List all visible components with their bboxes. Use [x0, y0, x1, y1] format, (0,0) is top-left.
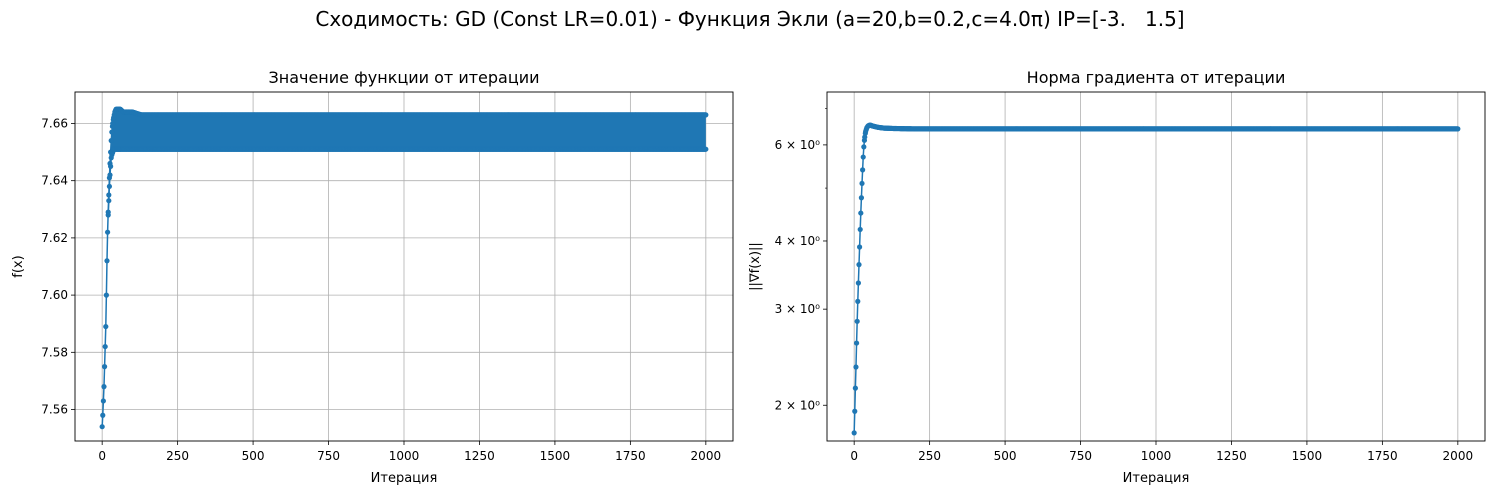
x-tick-label: 2000	[691, 449, 722, 463]
oscillation-band	[108, 109, 706, 216]
data-point	[105, 212, 111, 218]
data-point	[851, 430, 857, 436]
x-tick-label: 0	[850, 449, 858, 463]
data-point	[102, 343, 108, 350]
x-tick-label: 1500	[1292, 449, 1323, 463]
function-value-chart: Значение функции от итерации Итерация f(…	[11, 68, 734, 486]
y-tick-label: 7.64	[41, 174, 68, 188]
function-value-chart-title: Значение функции от итерации	[268, 68, 539, 87]
y-tick-label: 7.56	[41, 403, 68, 417]
y-tick-label: 7.66	[41, 116, 68, 130]
axes-frame	[74, 91, 734, 442]
data-point	[110, 120, 116, 127]
gradient-norm-chart-title: Норма градиента от итерации	[1027, 68, 1286, 87]
data-point	[108, 163, 114, 169]
data-point	[855, 298, 861, 304]
data-point	[100, 398, 106, 404]
data-point	[108, 138, 114, 144]
data-point	[106, 192, 112, 198]
function-value-y-axis-label: f(x)	[11, 255, 26, 277]
data-point	[856, 244, 863, 250]
x-tick-label: 1000	[389, 449, 420, 463]
x-tick-label: 750	[1069, 449, 1092, 463]
data-point	[703, 112, 709, 118]
y-tick-label: 4 × 10⁰	[775, 234, 821, 248]
data-point	[103, 323, 109, 330]
x-tick-label: 1750	[615, 449, 646, 463]
data-point	[852, 385, 858, 391]
data-point	[854, 318, 860, 324]
data-point	[99, 424, 105, 430]
y-tick-label: 3 × 10⁰	[775, 302, 821, 316]
grid-lines	[853, 92, 1459, 441]
x-tick-label: 1000	[1141, 449, 1172, 463]
x-tick-label: 250	[918, 449, 941, 463]
figure-title: Сходимость: GD (Const LR=0.01) - Функция…	[315, 7, 1185, 31]
data-point	[853, 364, 859, 370]
data-point	[103, 292, 109, 298]
data-point	[106, 198, 112, 204]
data-point	[857, 226, 863, 233]
x-tick-label: 1750	[1367, 449, 1398, 463]
x-tick-label: 1500	[540, 449, 571, 463]
data-point	[858, 195, 865, 201]
y-tick-label: 7.62	[41, 231, 68, 245]
function-value-x-axis-label: Итерация	[371, 471, 438, 486]
x-tick-label: 1250	[464, 449, 495, 463]
data-point	[856, 262, 862, 268]
data-point	[858, 210, 864, 216]
data-point	[104, 229, 111, 235]
data-point	[104, 258, 110, 264]
data-point	[106, 183, 113, 190]
y-tick-label: 6 × 10⁰	[775, 138, 821, 152]
data-point	[855, 280, 861, 286]
data-point	[1455, 126, 1461, 132]
x-tick-label: 500	[994, 449, 1017, 463]
data-point	[101, 364, 108, 370]
data-point	[107, 172, 113, 178]
data-point	[861, 144, 867, 150]
data-point	[853, 340, 860, 346]
data-point	[109, 129, 115, 135]
gradient-norm-y-axis-label: ||∇f(x)||	[748, 242, 763, 291]
plot-area	[99, 106, 709, 430]
gradient-norm-chart: Норма градиента от итерации Итерация ||∇…	[748, 68, 1486, 486]
y-tick-label: 7.60	[41, 288, 68, 302]
x-tick-label: 2000	[1443, 449, 1474, 463]
x-tick-label: 500	[242, 449, 265, 463]
gradient-norm-x-axis-label: Итерация	[1123, 471, 1190, 486]
plot-area	[851, 122, 1461, 436]
y-tick-label: 2 × 10⁰	[775, 398, 821, 412]
y-tick-label: 7.58	[41, 345, 68, 359]
x-tick-label: 750	[317, 449, 340, 463]
data-point	[100, 412, 106, 418]
series-line	[107, 148, 706, 216]
axes-frame	[826, 91, 1486, 442]
data-point	[860, 154, 866, 160]
x-tick-label: 1250	[1216, 449, 1247, 463]
data-point	[703, 146, 709, 152]
data-point	[101, 384, 107, 390]
data-point	[852, 408, 858, 414]
data-point	[860, 167, 866, 173]
x-tick-label: 250	[166, 449, 189, 463]
x-tick-label: 0	[98, 449, 106, 463]
data-point	[859, 180, 865, 187]
